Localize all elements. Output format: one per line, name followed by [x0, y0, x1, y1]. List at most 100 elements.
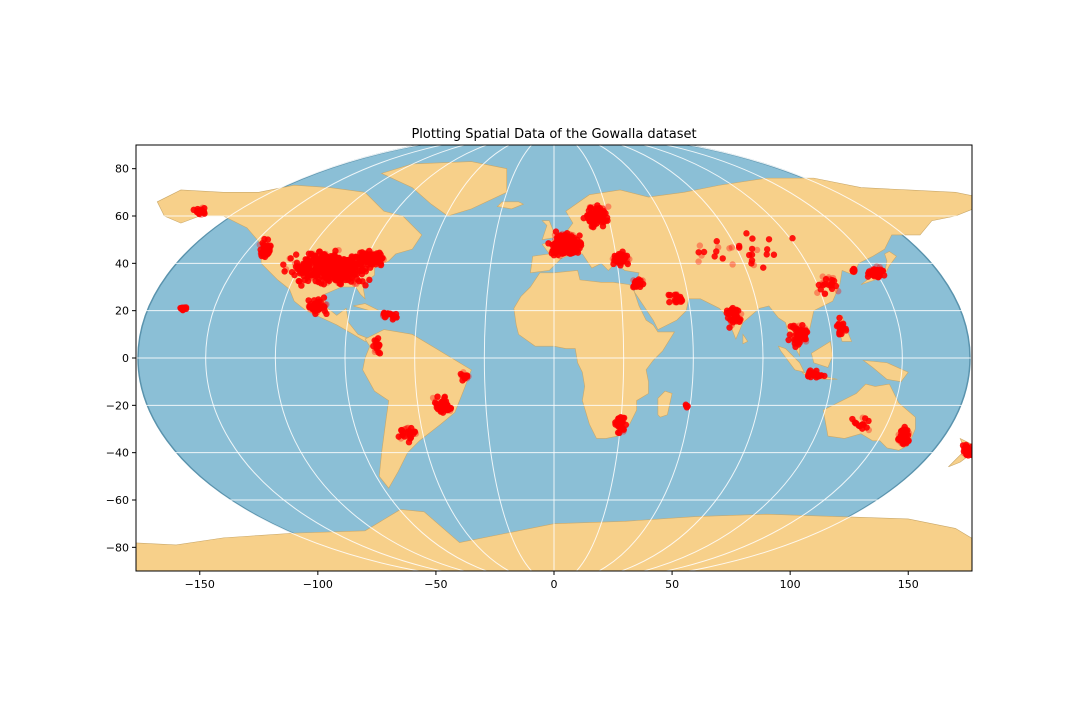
- data-point: [863, 424, 870, 431]
- data-point: [366, 247, 373, 255]
- data-point: [724, 314, 732, 322]
- data-point: [286, 255, 293, 262]
- data-point: [405, 438, 413, 446]
- y-tick-label: 60: [115, 210, 129, 223]
- data-point: [398, 427, 405, 434]
- data-point: [329, 254, 337, 261]
- data-point: [763, 246, 771, 253]
- data-point: [320, 294, 328, 301]
- data-point: [821, 280, 829, 288]
- data-point: [729, 261, 736, 268]
- data-point: [334, 262, 341, 269]
- data-point: [305, 297, 312, 304]
- data-point: [201, 204, 208, 212]
- data-point: [821, 290, 829, 297]
- data-point: [404, 428, 412, 435]
- data-point: [362, 268, 369, 275]
- data-point: [614, 429, 622, 436]
- data-point: [552, 228, 560, 235]
- land-mass: [380, 161, 508, 217]
- data-point: [429, 394, 437, 402]
- data-point: [614, 423, 622, 430]
- data-point: [376, 350, 384, 357]
- data-point: [719, 255, 726, 262]
- graticule-meridian: [414, 145, 694, 571]
- data-point: [403, 424, 411, 432]
- data-point: [361, 255, 368, 262]
- data-point: [339, 258, 346, 265]
- data-point: [315, 248, 323, 255]
- data-point: [749, 235, 756, 242]
- data-point: [677, 295, 685, 303]
- data-point: [302, 256, 310, 263]
- data-point: [616, 417, 623, 425]
- data-point: [287, 255, 294, 262]
- data-point: [298, 282, 305, 289]
- data-point: [726, 324, 733, 331]
- data-point: [811, 370, 819, 378]
- data-point: [822, 276, 830, 283]
- data-point: [728, 322, 735, 329]
- data-point: [833, 322, 841, 330]
- data-point: [381, 313, 389, 320]
- data-point: [635, 280, 642, 288]
- y-tick-label: −60: [106, 494, 129, 507]
- data-point: [815, 281, 823, 289]
- data-point: [620, 426, 627, 433]
- data-point: [321, 264, 329, 272]
- data-point: [336, 267, 344, 275]
- data-point: [375, 344, 382, 351]
- data-point: [830, 277, 838, 285]
- data-point: [325, 258, 333, 265]
- data-point: [620, 254, 627, 261]
- data-point: [785, 336, 792, 344]
- scatter-points: [177, 202, 972, 459]
- data-point: [201, 210, 208, 217]
- data-point: [311, 307, 318, 315]
- data-point: [827, 282, 834, 289]
- data-point: [732, 310, 739, 317]
- data-point: [335, 246, 342, 254]
- data-point: [551, 231, 559, 239]
- data-point: [786, 331, 794, 338]
- data-point: [695, 249, 702, 256]
- data-point: [376, 249, 383, 256]
- data-point: [315, 264, 323, 272]
- data-point: [899, 439, 907, 446]
- data-point: [560, 237, 568, 244]
- data-point: [791, 336, 798, 343]
- data-point: [308, 267, 316, 274]
- data-point: [376, 254, 384, 262]
- data-point: [850, 268, 858, 275]
- data-point: [729, 317, 736, 324]
- data-point: [666, 291, 674, 299]
- data-point: [590, 213, 597, 220]
- world-map: [136, 145, 972, 571]
- data-point: [388, 311, 395, 318]
- data-point: [596, 212, 604, 219]
- data-point: [748, 245, 756, 253]
- data-point: [616, 423, 624, 430]
- data-point: [460, 372, 467, 379]
- data-point: [264, 236, 272, 243]
- data-point: [867, 269, 875, 276]
- data-point: [905, 430, 913, 437]
- data-point: [320, 258, 328, 265]
- y-tick-label: 80: [115, 163, 129, 176]
- data-point: [584, 212, 591, 219]
- data-point: [799, 321, 806, 329]
- y-tick-label: 20: [115, 305, 129, 318]
- data-point: [195, 209, 202, 216]
- land-mass: [657, 390, 673, 418]
- data-point: [348, 266, 356, 274]
- data-point: [288, 268, 296, 276]
- data-point: [296, 270, 304, 277]
- data-point: [266, 246, 274, 254]
- graticule-meridian: [274, 145, 834, 571]
- data-point: [714, 244, 722, 251]
- data-point: [458, 372, 465, 380]
- data-point: [554, 239, 561, 247]
- data-point: [316, 255, 323, 263]
- x-tick-label: 100: [780, 578, 801, 591]
